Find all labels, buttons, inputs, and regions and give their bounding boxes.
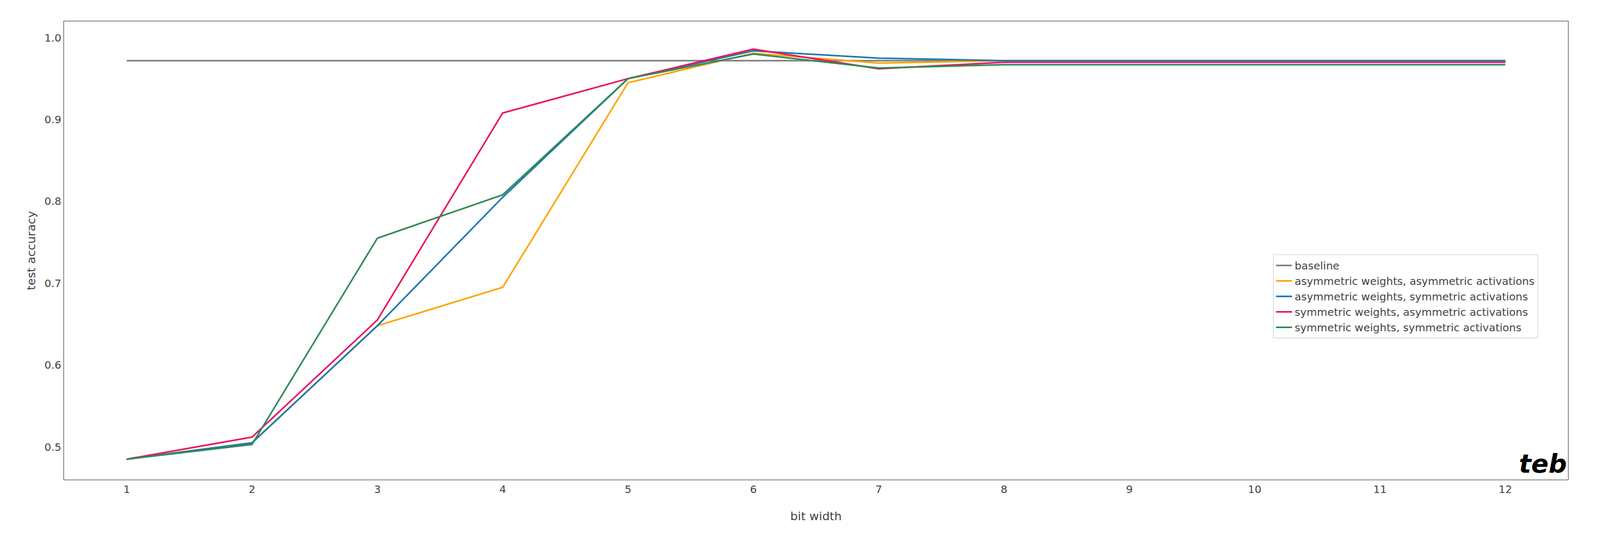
svg-text:1.0: 1.0 xyxy=(44,31,62,45)
svg-text:1: 1 xyxy=(123,482,131,496)
svg-text:2: 2 xyxy=(248,482,256,496)
svg-text:10: 10 xyxy=(1248,482,1262,496)
svg-text:8: 8 xyxy=(1000,482,1008,496)
svg-text:baseline: baseline xyxy=(1294,259,1340,272)
svg-text:4: 4 xyxy=(499,482,507,496)
svg-text:7: 7 xyxy=(875,482,883,496)
svg-text:asymmetric weights, symmetric: asymmetric weights, symmetric activation… xyxy=(1294,290,1528,303)
svg-text:3: 3 xyxy=(373,482,381,496)
svg-text:asymmetric weights, asymmetric: asymmetric weights, asymmetric activatio… xyxy=(1294,274,1535,288)
svg-text:0.8: 0.8 xyxy=(44,194,62,208)
svg-text:test accuracy: test accuracy xyxy=(24,210,38,291)
svg-text:5: 5 xyxy=(624,482,632,496)
svg-text:symmetric weights, symmetric a: symmetric weights, symmetric activations xyxy=(1294,321,1522,334)
svg-text:6: 6 xyxy=(749,482,757,496)
svg-text:12: 12 xyxy=(1498,482,1512,496)
svg-text:11: 11 xyxy=(1373,482,1387,496)
svg-text:9: 9 xyxy=(1125,482,1133,496)
svg-text:0.7: 0.7 xyxy=(44,276,62,290)
svg-text:bit width: bit width xyxy=(790,509,842,523)
svg-text:symmetric weights, asymmetric: symmetric weights, asymmetric activation… xyxy=(1294,305,1528,319)
svg-text:teb: teb xyxy=(1518,448,1567,479)
svg-text:0.6: 0.6 xyxy=(44,358,62,372)
svg-text:0.9: 0.9 xyxy=(44,113,62,126)
svg-text:0.5: 0.5 xyxy=(44,440,62,454)
